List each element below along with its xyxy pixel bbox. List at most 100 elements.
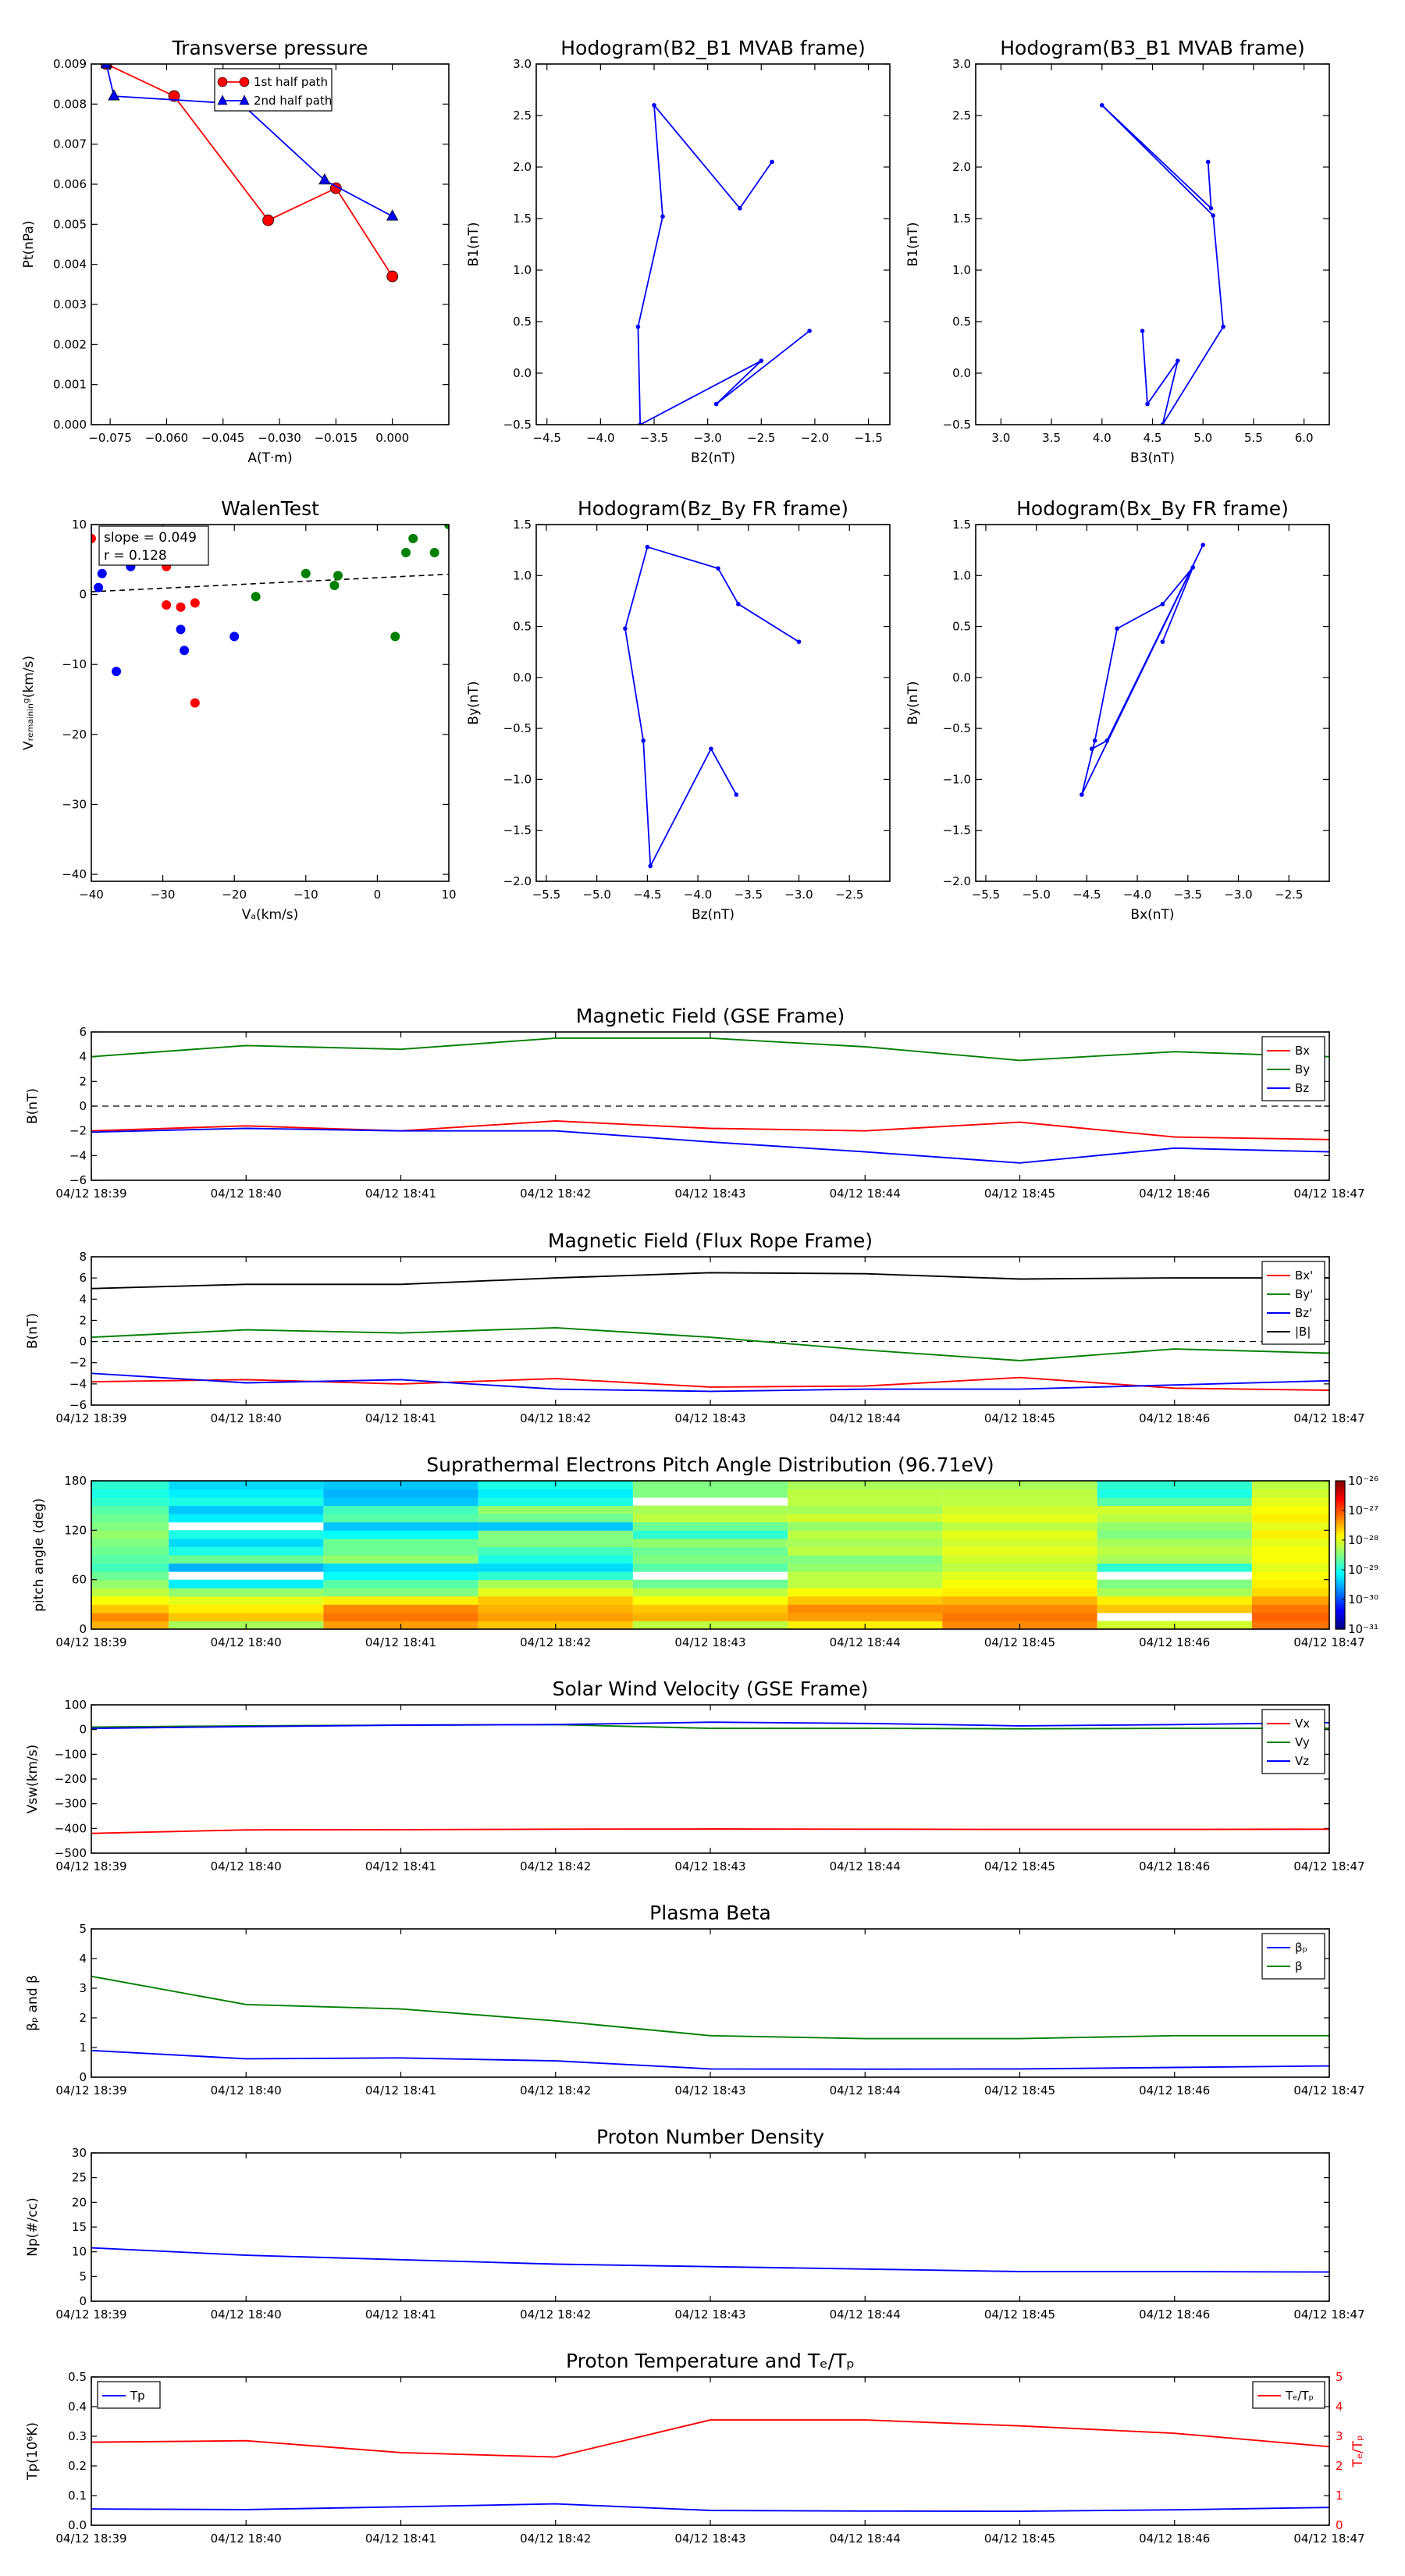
- colorbar-segment: [1336, 1515, 1345, 1519]
- time-tick-label: 04/12 18:40: [211, 1859, 282, 1873]
- y-tick-label: 60: [72, 1573, 87, 1587]
- heatmap-cell: [788, 1546, 943, 1556]
- heatmap-cell: [169, 1596, 324, 1605]
- colorbar-segment: [1336, 1513, 1345, 1516]
- panel-h2: 3.0 3.5 4.0 4.5 5.0 5.5 6.0 −0.5 0.0 0.5 1.0 1.5 2.0…: [905, 37, 1330, 466]
- legend-frame: [214, 68, 333, 112]
- colorbar-segment: [1336, 1532, 1345, 1536]
- heatmap-cell: [788, 1538, 943, 1547]
- y-axis-label: By(nT): [905, 681, 921, 724]
- heatmap-cell: [1097, 1596, 1252, 1605]
- heatmap-cell: [1251, 1538, 1329, 1547]
- data-point: [1104, 738, 1110, 743]
- colorbar-segment: [1336, 1540, 1345, 1543]
- time-tick-label: 04/12 18:46: [1139, 1187, 1210, 1201]
- colorbar-segment: [1336, 1498, 1345, 1501]
- heatmap-cell: [169, 1497, 324, 1507]
- heatmap-cell: [632, 1530, 788, 1539]
- y-tick-label: 1.0: [952, 263, 971, 277]
- scatter-point: [429, 547, 439, 557]
- x-tick-label: −4.5: [1072, 888, 1101, 902]
- axes-background: [976, 525, 1329, 881]
- legend-label: Tₑ/Tₚ: [1285, 2389, 1314, 2403]
- heatmap-cell: [788, 1571, 943, 1581]
- y-axis-label: B(nT): [25, 1313, 41, 1349]
- heatmap-cell: [788, 1514, 943, 1523]
- time-tick-label: 04/12 18:44: [830, 1187, 901, 1201]
- y-tick-label: 0.003: [53, 297, 87, 311]
- y-tick-label: 1.5: [952, 212, 971, 226]
- y-tick-label: 2.0: [952, 160, 971, 174]
- heatmap-cell: [632, 1489, 788, 1498]
- y-tick-label: 0.5: [952, 315, 971, 329]
- heatmap-cell: [1251, 1621, 1329, 1630]
- legend-label: 1st half path: [254, 75, 328, 89]
- legend: Vx Vy Vz: [1261, 1709, 1325, 1774]
- heatmap-cell: [1097, 1579, 1252, 1589]
- heatmap-cell: [1251, 1497, 1329, 1507]
- time-tick-label: 04/12 18:41: [365, 1859, 436, 1873]
- heatmap-cell: [169, 1555, 324, 1564]
- heatmap-cell: [323, 1555, 478, 1564]
- y-tick-label: 25: [72, 2171, 87, 2185]
- colorbar-segment: [1336, 1542, 1345, 1546]
- legend-label: Bz': [1295, 1306, 1312, 1320]
- heatmap-cell: [1097, 1521, 1252, 1531]
- colorbar-segment: [1336, 1490, 1345, 1494]
- heatmap-cell: [942, 1563, 1097, 1572]
- axes-frame: [91, 63, 450, 425]
- colorbar-segment: [1336, 1594, 1345, 1598]
- time-tick-label: 04/12 18:45: [984, 1635, 1055, 1649]
- heatmap-cell: [169, 1588, 324, 1597]
- y-tick-label: −0.5: [943, 721, 971, 735]
- panel-ts_vsw: −500 −400 −300 −200 −100 0 100 04/12 18:39 04/12…: [25, 1678, 1365, 1873]
- heatmap-cell: [942, 1588, 1097, 1597]
- colorbar-segment: [1336, 1596, 1345, 1600]
- plot-area: [635, 103, 812, 425]
- heatmap-cell: [1097, 1563, 1252, 1572]
- x-axis-label: A(T·m): [247, 450, 292, 466]
- legend-marker: [239, 94, 250, 105]
- heatmap-cell: [323, 1514, 478, 1523]
- data-point: [1099, 103, 1104, 108]
- y-tick-label: −4: [69, 1148, 87, 1162]
- time-tick-label: 04/12 18:43: [674, 1411, 745, 1425]
- colorbar-segment: [1336, 1609, 1345, 1613]
- axes-frame: [91, 1256, 1330, 1406]
- time-tick-label: 04/12 18:42: [520, 2532, 591, 2546]
- y-tick-label: 2.0: [513, 160, 532, 174]
- panel-title: Transverse pressure: [172, 37, 368, 59]
- heatmap-cell: [1251, 1604, 1329, 1614]
- y-tick-label: −2.0: [943, 874, 971, 888]
- y-tick-label: 10: [72, 2245, 87, 2259]
- series-line-0: [91, 1120, 1330, 1140]
- time-tick-label: 04/12 18:44: [830, 2532, 901, 2546]
- colorbar-segment: [1336, 1577, 1345, 1581]
- data-point: [1221, 324, 1225, 329]
- heatmap-cell: [942, 1546, 1097, 1556]
- y-tick-label: −1.5: [503, 824, 532, 838]
- data-point: [1200, 543, 1206, 547]
- colorbar-segment: [1336, 1602, 1345, 1605]
- panel-ts_tp: 0.0 0.1 0.2 0.3 0.4 0.5 0 1 2 3 4 5 Tₑ/Tₚ 04/12 18:39…: [25, 2350, 1366, 2546]
- data-point: [770, 159, 774, 165]
- data-point: [262, 214, 274, 226]
- heatmap-cell: [478, 1604, 633, 1614]
- heatmap-cell: [91, 1497, 169, 1507]
- colorbar-segment: [1336, 1535, 1345, 1539]
- y-tick-label: 0.007: [53, 137, 87, 151]
- data-point: [759, 358, 764, 363]
- axes-background: [91, 1705, 1329, 1853]
- x-tick-label: −2.0: [801, 431, 829, 445]
- time-tick-label: 04/12 18:46: [1139, 1411, 1210, 1425]
- heatmap-cell: [1251, 1481, 1329, 1490]
- legend: 1st half path 2nd half path: [214, 68, 333, 112]
- y2-tick-label: 4: [1336, 2400, 1343, 2414]
- x-tick-label: 4.0: [1093, 431, 1112, 445]
- series-line-0: [91, 1828, 1330, 1834]
- panel-title: Hodogram(Bx_By FR frame): [1016, 497, 1289, 520]
- heatmap-cell: [91, 1604, 169, 1614]
- colorbar-segment: [1336, 1582, 1345, 1585]
- heatmap-cell: [478, 1563, 633, 1572]
- r-text: r = 0.128: [104, 548, 167, 564]
